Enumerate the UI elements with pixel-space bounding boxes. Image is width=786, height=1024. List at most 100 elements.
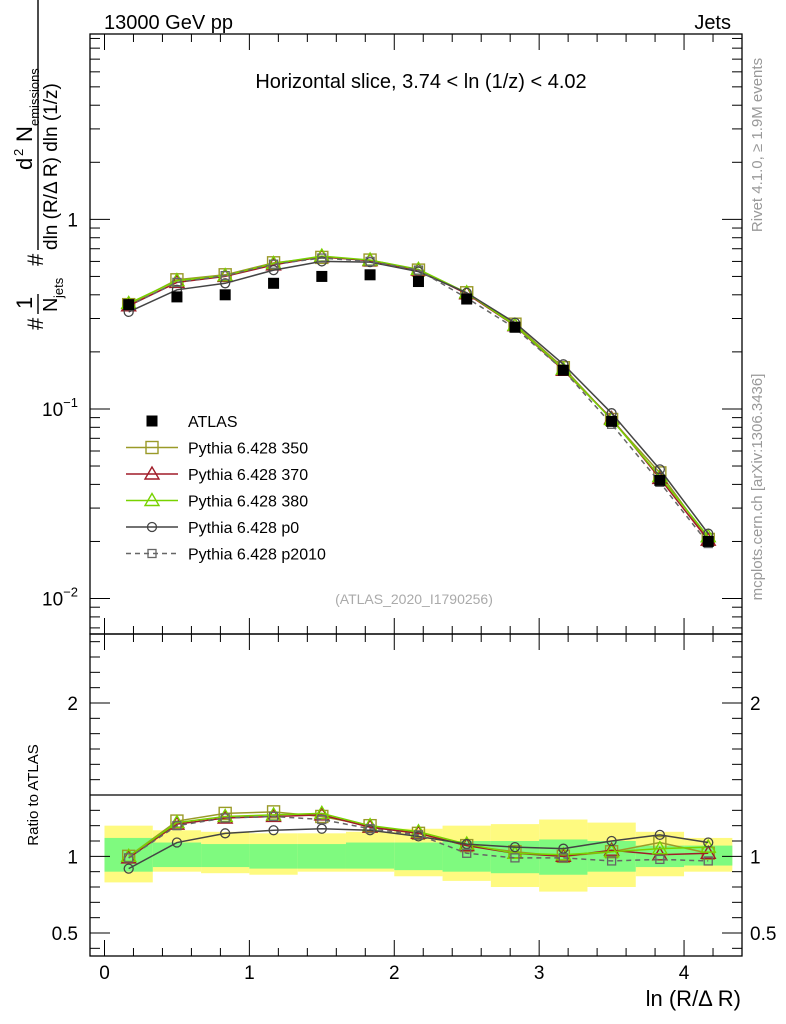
ratio-tick-label-left: 2 (67, 694, 78, 715)
header-right: Jets (694, 12, 731, 34)
point-pythia-6-428-p2010 (317, 253, 327, 263)
legend: ATLAS Pythia 6.428 350 Pythia 6.428 370 Pyt… (126, 414, 326, 564)
x-tick-label: 0 (99, 963, 110, 984)
y-label-hash: # (23, 317, 48, 330)
y-tick-base: 10 (42, 590, 63, 611)
ratio-point-pythia-6-428-p2010 (268, 811, 279, 822)
legend-label: Pythia 6.428 370 (188, 467, 308, 484)
point-pythia-6-428-p2010 (413, 265, 424, 275)
ratio-point-pythia-6-428-p0 (171, 837, 183, 848)
ratio-axis-ticks: 0.5 0.5 1 1 2 2 0 1 2 3 4 (52, 634, 776, 984)
ratio-frame (89, 633, 743, 957)
ratio-point-pythia-6-428-p0 (316, 823, 327, 834)
ratio-panel: 0.5 0.5 1 1 2 2 0 1 2 3 4 (52, 633, 776, 984)
data-point-atlas (123, 299, 135, 311)
point-pythia-6-428-p2010 (220, 270, 230, 281)
main-frame (89, 33, 743, 635)
ratio-point-pythia-6-428-p0 (558, 843, 569, 854)
y-label-one: 1 (12, 297, 37, 309)
ratio-y-axis-label: Ratio to ATLAS (25, 744, 42, 845)
ratio-point-pythia-6-428-p2010 (220, 813, 230, 823)
data-point-atlas (509, 321, 521, 333)
band-inner-bin (201, 844, 250, 868)
ratio-point-pythia-6-428-p2010 (462, 848, 472, 858)
series-line-pythia-6-428-p0 (128, 260, 709, 535)
data-point-atlas (606, 415, 618, 427)
band-inner-bin (152, 842, 202, 868)
ratio-series-pythia-6-428-p2010 (124, 811, 713, 866)
legend-label: Pythia 6.428 p0 (188, 520, 299, 537)
main-axis-ticks: 10−210−11 (42, 34, 742, 634)
rivet-version-note: Rivet 4.1.0, ≥ 1.9M events (749, 58, 766, 232)
legend-marker (146, 521, 158, 533)
y-label-n-emissions: N (12, 126, 37, 142)
point-pythia-6-428-p2010 (365, 256, 375, 267)
y-label-jets: jets (51, 277, 66, 299)
ratio-tick-label-right: 2 (750, 694, 761, 715)
ratio-point-pythia-6-428-380 (506, 844, 524, 859)
ratio-point-pythia-6-428-p2010 (606, 856, 617, 866)
data-point-atlas (557, 364, 569, 376)
main-panel: 10−210−11 Horizontal slice, 3.74 < ln (1… (42, 33, 743, 635)
x-axis-label: ln (R/Δ R) (646, 986, 741, 1011)
ratio-point-pythia-6-428-p2010 (365, 824, 375, 834)
ratio-point-pythia-6-428-p0 (606, 835, 617, 847)
ratio-point-pythia-6-428-p2010 (703, 856, 713, 866)
data-point-atlas (364, 269, 376, 281)
ratio-point-pythia-6-428-p0 (123, 863, 134, 874)
data-point-atlas (654, 474, 666, 486)
mcplots-note: mcplots.cern.ch [arXiv:1306.3436] (749, 374, 766, 601)
ratio-tick-label-right: 1 (750, 847, 761, 868)
x-tick-label: 3 (534, 963, 545, 984)
ratio-tick-label-left: 0.5 (52, 924, 78, 945)
x-tick-label: 4 (679, 963, 690, 984)
legend-marker (147, 548, 157, 559)
point-pythia-6-428-p0 (654, 464, 665, 475)
data-point-atlas (702, 535, 714, 547)
ratio-point-pythia-6-428-p2010 (655, 854, 665, 865)
header-left: 13000 GeV pp (104, 12, 233, 34)
y-label-two: 2 (11, 149, 26, 156)
y-tick-base: 10 (42, 400, 63, 421)
legend-item-pythia-6-428-350: Pythia 6.428 350 (126, 441, 308, 458)
y-tick-exponent: −2 (63, 585, 78, 600)
ratio-point-pythia-6-428-p0 (509, 841, 521, 853)
legend-marker (146, 415, 158, 427)
ratio-point-pythia-6-428-p0 (703, 837, 714, 848)
legend-item-pythia-6-428-p0: Pythia 6.428 p0 (126, 520, 299, 537)
legend-marker (143, 465, 161, 480)
ratio-point-pythia-6-428-p0 (220, 828, 231, 839)
legend-label: Pythia 6.428 p2010 (188, 547, 326, 564)
band-inner-bin (635, 845, 685, 868)
ratio-series-pythia-6-428-p0 (123, 823, 714, 874)
x-tick-label: 2 (389, 963, 400, 984)
legend-item-atlas: ATLAS (146, 414, 238, 431)
y-tick-label: 10−1 (42, 395, 78, 421)
data-point-atlas (461, 293, 473, 305)
y-tick-label: 1 (67, 210, 78, 231)
band-inner-bin (539, 839, 588, 875)
ratio-point-pythia-6-428-p0 (461, 838, 472, 850)
band-inner-bin (297, 844, 346, 869)
ratio-series-layer (120, 805, 717, 874)
y-label-n: N (40, 298, 62, 312)
y-label-denominator: dln (R/Δ R) dln (1/z) (41, 83, 62, 250)
band-inner-bin (104, 837, 153, 872)
series-atlas (123, 269, 714, 547)
ratio-tick-label-right: 0.5 (750, 924, 776, 945)
band-inner-bin (684, 845, 733, 866)
ratio-point-pythia-6-428-350 (266, 805, 281, 819)
ratio-point-pythia-6-428-370 (603, 841, 620, 856)
y-tick-exponent: −1 (63, 395, 78, 410)
point-pythia-6-428-p0 (220, 278, 231, 289)
chart-title: Horizontal slice, 3.74 < ln (1/z) < 4.02 (255, 71, 586, 93)
y-tick-base: 1 (67, 210, 78, 231)
legend-marker (143, 492, 161, 507)
series-line-pythia-6-428-p2010 (128, 257, 709, 545)
legend-item-pythia-6-428-p2010: Pythia 6.428 p2010 (126, 547, 326, 564)
legend-label: ATLAS (188, 414, 238, 431)
band-inner-bin (394, 842, 443, 871)
ratio-point-pythia-6-428-p2010 (413, 830, 424, 840)
ratio-uncertainty-bands (104, 819, 733, 892)
